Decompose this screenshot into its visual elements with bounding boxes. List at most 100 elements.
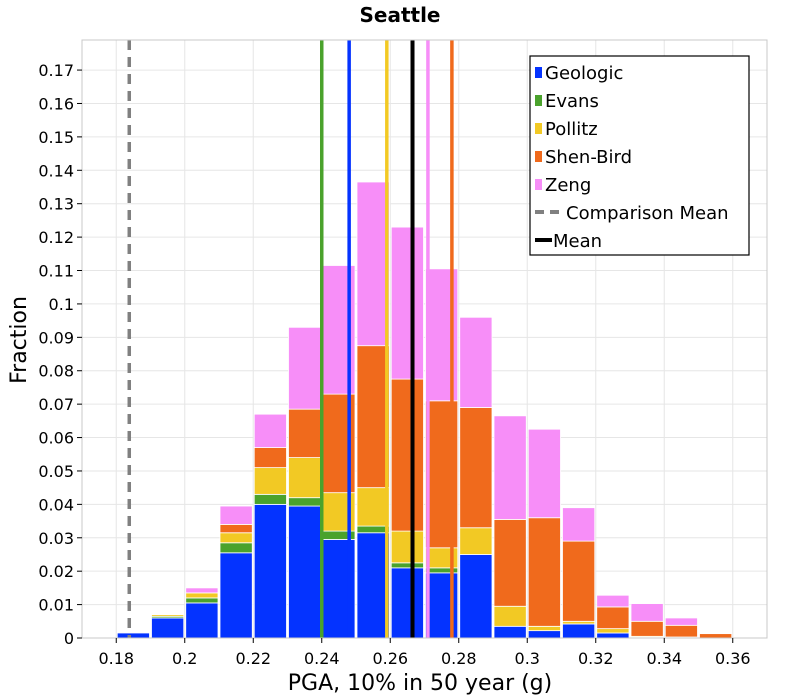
- bar-segment-pollitz: [493, 605, 527, 627]
- bar-segment-geologic: [390, 567, 424, 639]
- x-axis-ticks: 0.18 0.2 0.22 0.24 0.26 0.28 0.3 0.32 0.34 0.36: [98, 638, 751, 668]
- y-tick-label: 0.08: [38, 362, 74, 381]
- y-tick-label: 0.11: [38, 262, 74, 281]
- bar-segment-shen-bird: [459, 407, 493, 529]
- x-tick-label: 0.34: [646, 649, 682, 668]
- bar-segment-shen-bird: [390, 378, 424, 532]
- bar-segment-evans: [219, 542, 253, 554]
- bar-segment-geologic: [185, 602, 219, 639]
- y-tick-label: 0.16: [38, 94, 74, 113]
- bar-segment-zeng: [288, 326, 322, 410]
- bar-segment-evans: [390, 562, 424, 569]
- plot-border: [81, 39, 768, 639]
- y-tick-label: 0.03: [38, 529, 74, 548]
- x-tick-label: 0.18: [98, 649, 134, 668]
- bar-segment-zeng: [219, 505, 253, 525]
- bar-segment-shen-bird: [253, 447, 287, 469]
- bar-segment-zeng: [356, 181, 390, 347]
- legend-swatch: [535, 123, 542, 134]
- legend-swatch: [535, 179, 542, 190]
- y-tick-label: 0.05: [38, 462, 74, 481]
- bar-segment-evans: [253, 493, 287, 505]
- bar-segment-shen-bird: [562, 540, 596, 622]
- bar-segment-shen-bird: [596, 606, 630, 630]
- x-tick-label: 0.36: [715, 649, 751, 668]
- y-axis-ticks: 0 0.01 0.02 0.03 0.04 0.05 0.06 0.07 0.08 0.09 0.1…: [38, 61, 82, 648]
- y-tick-label: 0.06: [38, 429, 74, 448]
- bar-segment-geologic: [253, 503, 287, 639]
- bar-segment-zeng: [151, 613, 185, 616]
- bar-segment-zeng: [493, 415, 527, 520]
- bar-segment-zeng: [390, 226, 424, 380]
- bar-segment-zeng: [253, 413, 287, 448]
- y-tick-label: 0.13: [38, 195, 74, 214]
- y-axis-label: Fraction: [7, 296, 32, 384]
- bar-segment-zeng: [459, 316, 493, 408]
- bar-segment-zeng: [596, 594, 630, 608]
- bar-segment-shen-bird: [493, 519, 527, 607]
- bar-segment-zeng: [664, 617, 698, 626]
- bar-segment-zeng: [630, 603, 664, 622]
- legend-label: Pollitz: [545, 119, 598, 140]
- bar-segment-zeng: [562, 507, 596, 542]
- bar-segment-pollitz: [562, 620, 596, 625]
- x-tick-label: 0.26: [372, 649, 408, 668]
- legend-label: Shen-Bird: [545, 147, 632, 168]
- bar-segment-pollitz: [596, 628, 630, 634]
- x-tick-label: 0.3: [515, 649, 540, 668]
- legend-swatch: [535, 151, 542, 162]
- y-tick-label: 0.15: [38, 128, 74, 147]
- bar-segment-pollitz: [185, 592, 219, 599]
- bar-segment-geologic: [151, 617, 185, 639]
- bar-segment-shen-bird: [630, 620, 664, 637]
- bar-segment-pollitz: [459, 527, 493, 555]
- legend-swatch: [535, 67, 542, 78]
- y-tick-label: 0.09: [38, 328, 74, 347]
- bar-segment-pollitz: [219, 532, 253, 544]
- bar-segment-geologic: [288, 505, 322, 639]
- x-tick-label: 0.32: [578, 649, 614, 668]
- y-tick-label: 0.1: [49, 295, 74, 314]
- bar-segment-geologic: [116, 632, 150, 639]
- bar-segment-geologic: [356, 532, 390, 639]
- mean-lines: [127, 40, 454, 638]
- legend-label: Evans: [545, 91, 599, 112]
- x-tick-label: 0.22: [235, 649, 271, 668]
- bar-segment-pollitz: [527, 625, 561, 632]
- y-tick-label: 0.01: [38, 596, 74, 615]
- y-tick-label: 0: [64, 629, 74, 648]
- bar-segment-zeng: [185, 587, 219, 594]
- chart-title: Seattle: [359, 3, 440, 27]
- bar-segment-geologic: [596, 632, 630, 639]
- x-axis-label: PGA, 10% in 50 year (g): [288, 671, 552, 696]
- bar-segment-geologic: [493, 625, 527, 639]
- legend-label: Comparison Mean: [566, 203, 729, 224]
- bar-segment-geologic: [562, 623, 596, 639]
- y-tick-label: 0.04: [38, 495, 74, 514]
- bar-segment-pollitz: [288, 457, 322, 499]
- bar-segment-geologic: [527, 630, 561, 639]
- y-tick-label: 0.17: [38, 61, 74, 80]
- y-tick-label: 0.14: [38, 161, 74, 180]
- legend-label: Zeng: [545, 175, 591, 196]
- bar-segment-shen-bird: [219, 524, 253, 534]
- bar-segment-evans: [185, 597, 219, 604]
- bar-segment-geologic: [219, 552, 253, 639]
- bar-segment-pollitz: [253, 467, 287, 495]
- bar-segment-evans: [288, 497, 322, 507]
- y-tick-label: 0.07: [38, 395, 74, 414]
- bar-segment-geologic: [459, 554, 493, 639]
- bar-segment-shen-bird: [699, 633, 733, 639]
- x-tick-label: 0.24: [304, 649, 340, 668]
- bar-segment-shen-bird: [664, 624, 698, 638]
- legend: Geologic Evans Pollitz Shen-Bird Zeng Compari…: [529, 55, 750, 256]
- bar-segment-shen-bird: [356, 345, 390, 489]
- x-tick-label: 0.2: [172, 649, 197, 668]
- bar-segment-zeng: [527, 428, 561, 519]
- legend-label: Geologic: [545, 63, 623, 84]
- bar-segment-pollitz: [356, 487, 390, 527]
- legend-label: Mean: [553, 231, 602, 252]
- bar-segment-evans: [356, 525, 390, 534]
- legend-swatch: [535, 95, 542, 106]
- y-tick-label: 0.02: [38, 562, 74, 581]
